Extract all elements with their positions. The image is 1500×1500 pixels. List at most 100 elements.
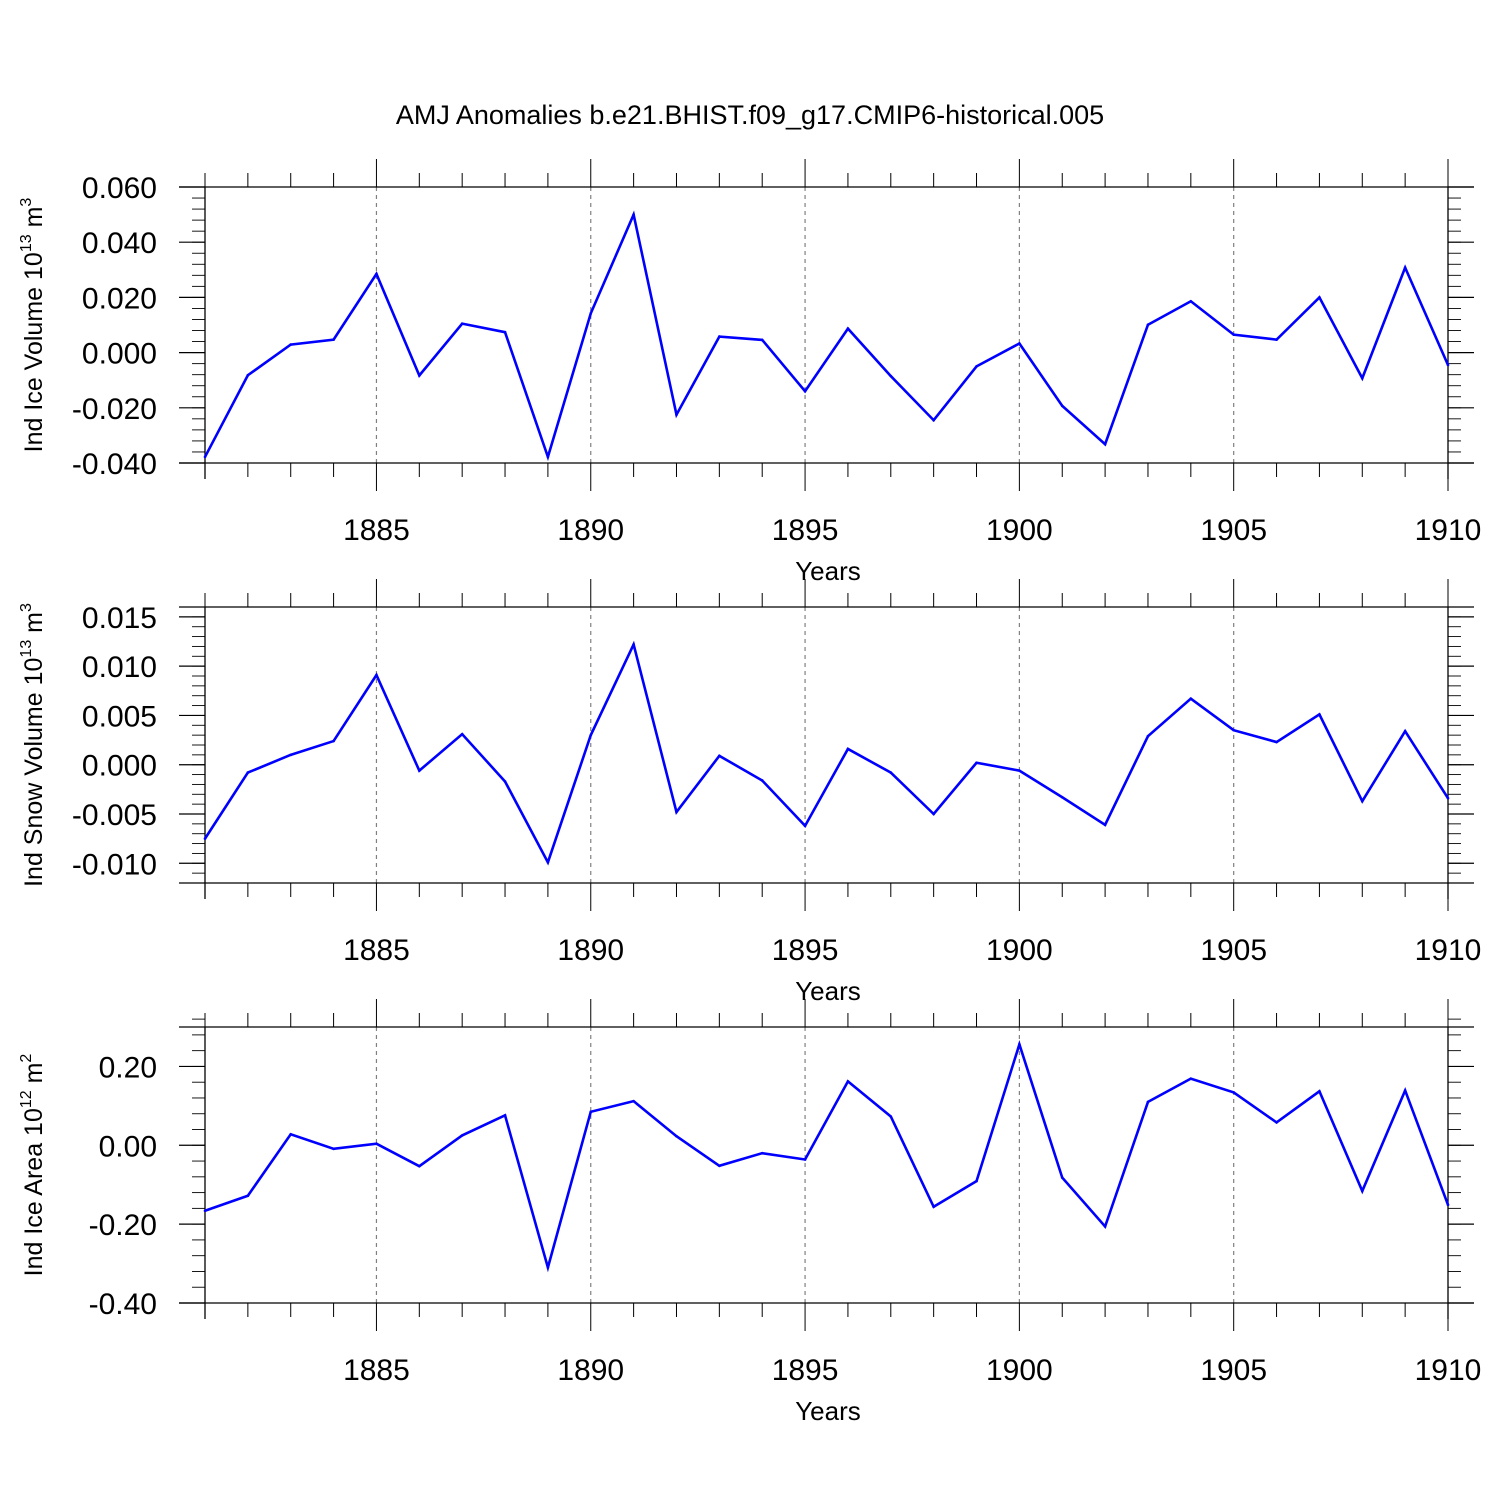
y-axis-label-part: m <box>20 612 48 640</box>
y-tick-label: -0.005 <box>72 799 157 832</box>
y-axis-label: Ind Ice Area 1012 m2 <box>18 1054 48 1277</box>
data-point-1899 <box>975 365 978 368</box>
data-point-1888 <box>503 780 507 783</box>
data-point-1905 <box>1232 728 1235 732</box>
data-point-1890 <box>589 1110 593 1114</box>
series-line-ice-area <box>204 1040 1450 1273</box>
y-tick-label: 0.010 <box>82 651 157 684</box>
chart-panel-ice-volume: -0.040 -0.020 0.000 0.020 0.040 0.060 1885 1890… <box>18 159 1481 586</box>
data-point-1909 <box>1403 266 1407 269</box>
data-point-1904 <box>1189 697 1193 700</box>
series-line-ice-volume <box>203 210 1450 462</box>
data-point-1906 <box>1275 740 1278 744</box>
data-point-1896 <box>846 747 850 751</box>
x-tick-label: 1905 <box>1200 934 1267 967</box>
data-point-1910 <box>1446 796 1450 800</box>
data-point-1910 <box>1446 363 1450 367</box>
y-axis-label-part: 13 <box>18 640 35 658</box>
x-tick-label: 1890 <box>557 934 624 967</box>
data-point-1906 <box>1275 338 1278 341</box>
data-point-1891 <box>632 213 635 216</box>
x-tick-label: 1895 <box>772 1354 839 1387</box>
y-axis-label-part: m <box>20 207 48 235</box>
data-point-1901 <box>1060 404 1064 408</box>
x-axis-label: Years <box>795 556 861 586</box>
x-tick-label: 1890 <box>557 514 624 547</box>
data-point-1901 <box>1060 1176 1064 1179</box>
data-point-1902 <box>1103 442 1107 446</box>
y-axis-label-part: 3 <box>18 603 35 612</box>
x-tick-label: 1910 <box>1415 934 1482 967</box>
y-axis-label-part: Ind Ice Volume 10 <box>20 252 48 452</box>
data-point-1903 <box>1146 734 1150 738</box>
data-point-1889 <box>546 455 550 459</box>
data-point-1898 <box>932 812 935 816</box>
y-axis-label-part: 12 <box>18 1090 35 1108</box>
data-point-1907 <box>1318 713 1321 716</box>
x-tick-label: 1910 <box>1415 1354 1482 1387</box>
data-point-1896 <box>846 327 850 330</box>
data-point-1894 <box>760 779 764 782</box>
chart-panels: -0.040 -0.020 0.000 0.020 0.040 0.060 1885 1890… <box>18 159 1481 1426</box>
data-point-1903 <box>1146 323 1150 327</box>
data-point-1885 <box>375 673 378 677</box>
data-point-1908 <box>1360 376 1364 380</box>
data-point-1900 <box>1018 342 1021 345</box>
y-axis-label-part: Ind Snow Volume 10 <box>20 658 48 887</box>
data-point-1889 <box>546 1266 550 1269</box>
y-tick-label: -0.020 <box>72 393 157 426</box>
data-point-1887 <box>460 1134 464 1137</box>
data-point-1892 <box>675 810 678 814</box>
x-tick-label: 1910 <box>1415 514 1482 547</box>
data-point-1897 <box>889 771 893 774</box>
figure-title: AMJ Anomalies b.e21.BHIST.f09_g17.CMIP6-… <box>396 100 1104 130</box>
data-point-1884 <box>332 338 335 341</box>
data-point-1906 <box>1275 1121 1278 1124</box>
data-point-1884 <box>332 739 335 743</box>
data-point-1907 <box>1318 1089 1321 1093</box>
y-tick-label: 0.005 <box>82 700 157 733</box>
y-tick-label: 0.020 <box>82 282 157 315</box>
data-point-1894 <box>760 1151 764 1155</box>
data-point-1888 <box>503 1114 507 1117</box>
data-point-1887 <box>460 322 464 325</box>
data-point-1902 <box>1103 823 1107 827</box>
data-point-1901 <box>1060 795 1064 799</box>
data-point-1899 <box>975 1179 978 1183</box>
data-point-1893 <box>718 754 721 758</box>
data-point-1909 <box>1403 729 1407 733</box>
data-point-1886 <box>418 374 421 377</box>
y-axis-label-part: 3 <box>18 198 35 207</box>
y-axis-label: Ind Snow Volume 1013 m3 <box>18 603 48 887</box>
y-tick-label: 0.015 <box>82 602 157 635</box>
data-point-1908 <box>1360 799 1364 803</box>
data-point-1882 <box>246 771 250 774</box>
y-tick-label: 0.00 <box>99 1130 157 1163</box>
series-line-snow-volume <box>203 640 1450 866</box>
x-tick-label: 1885 <box>343 934 410 967</box>
y-tick-label: 0.040 <box>82 227 157 260</box>
data-point-1898 <box>932 1205 935 1209</box>
data-point-1890 <box>589 733 593 737</box>
data-point-1909 <box>1403 1089 1407 1092</box>
y-axis-label-part: 13 <box>18 234 35 252</box>
y-tick-label: 0.20 <box>99 1051 157 1084</box>
data-point-1887 <box>460 732 464 736</box>
data-point-1886 <box>418 1164 421 1168</box>
data-point-1884 <box>332 1147 335 1151</box>
data-point-1895 <box>803 389 807 393</box>
x-axis-label: Years <box>795 976 861 1006</box>
y-tick-label: -0.010 <box>72 848 157 881</box>
data-point-1898 <box>932 418 935 422</box>
data-point-1882 <box>246 1194 250 1198</box>
data-point-1895 <box>803 824 807 828</box>
data-point-1905 <box>1232 1091 1235 1094</box>
data-point-1881 <box>203 455 207 459</box>
x-tick-label: 1895 <box>772 514 839 547</box>
data-point-1894 <box>760 338 764 342</box>
data-point-1892 <box>675 1134 678 1138</box>
data-point-1900 <box>1018 769 1021 772</box>
x-axis-label: Years <box>795 1396 861 1426</box>
chart-panel-snow-volume: -0.010 -0.005 0.000 0.005 0.010 0.015 1885 1890… <box>18 579 1481 1006</box>
data-point-1900 <box>1018 1043 1021 1046</box>
